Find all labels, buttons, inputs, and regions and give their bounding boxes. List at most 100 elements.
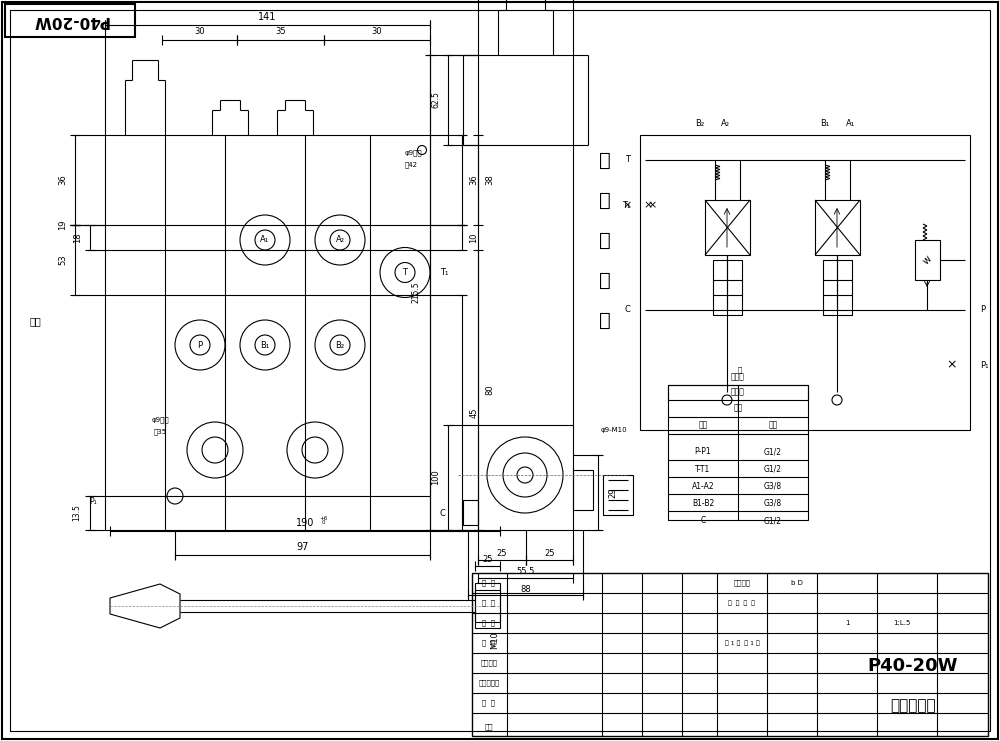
Text: 工艺核定: 工艺核定 bbox=[480, 659, 498, 666]
Bar bbox=[573, 470, 593, 510]
Bar bbox=[475, 590, 500, 622]
Text: 30: 30 bbox=[194, 27, 205, 36]
Text: 图  量  比  例: 图 量 比 例 bbox=[728, 600, 756, 606]
Text: 29: 29 bbox=[608, 488, 618, 498]
Text: 36: 36 bbox=[470, 175, 479, 185]
Text: 0: 0 bbox=[321, 520, 325, 525]
Text: B₂: B₂ bbox=[695, 119, 705, 127]
Text: B₂: B₂ bbox=[335, 341, 345, 350]
Text: 审  核: 审 核 bbox=[482, 700, 496, 706]
Text: C: C bbox=[700, 516, 706, 525]
Text: 制  图: 制 图 bbox=[482, 599, 496, 606]
Text: ×: × bbox=[947, 359, 957, 371]
Text: 25: 25 bbox=[544, 550, 554, 559]
Polygon shape bbox=[110, 584, 180, 628]
Bar bbox=[463, 500, 478, 525]
Text: 1:L.5: 1:L.5 bbox=[893, 620, 911, 626]
Text: G3/8: G3/8 bbox=[764, 482, 782, 491]
Text: A₁: A₁ bbox=[845, 119, 855, 127]
Bar bbox=[823, 260, 852, 315]
Text: 图样编号: 图样编号 bbox=[734, 579, 750, 586]
Bar bbox=[478, 55, 573, 530]
Text: 190: 190 bbox=[296, 518, 314, 528]
Text: C: C bbox=[440, 508, 446, 517]
Text: P₁: P₁ bbox=[89, 497, 97, 507]
Text: 原: 原 bbox=[599, 230, 611, 250]
Bar bbox=[915, 240, 940, 280]
Bar bbox=[5, 4, 135, 37]
Text: 接收规: 接收规 bbox=[731, 388, 745, 396]
Text: 二联多路阀: 二联多路阀 bbox=[890, 699, 936, 714]
Text: 25: 25 bbox=[482, 556, 493, 565]
Text: 压: 压 bbox=[599, 190, 611, 210]
Bar bbox=[668, 385, 808, 520]
Text: 215.5: 215.5 bbox=[412, 282, 420, 303]
Text: 高42: 高42 bbox=[405, 162, 418, 168]
Text: T₁: T₁ bbox=[440, 268, 448, 277]
Text: B₁: B₁ bbox=[260, 341, 270, 350]
Text: 100: 100 bbox=[432, 470, 440, 485]
Text: +6: +6 bbox=[319, 516, 327, 520]
Text: 标准化核定: 标准化核定 bbox=[478, 679, 500, 686]
Text: P: P bbox=[197, 341, 203, 350]
Text: φ9通孔: φ9通孔 bbox=[151, 416, 169, 423]
Text: A₂: A₂ bbox=[336, 236, 344, 245]
Text: G3/8: G3/8 bbox=[764, 499, 782, 508]
Bar bbox=[668, 385, 808, 400]
Text: 55.5: 55.5 bbox=[516, 568, 535, 576]
Text: 141: 141 bbox=[258, 12, 277, 22]
Text: T₁: T₁ bbox=[622, 201, 630, 210]
Text: φ9通孔: φ9通孔 bbox=[405, 150, 423, 156]
Text: 30: 30 bbox=[372, 27, 382, 36]
Text: P-P1: P-P1 bbox=[695, 448, 711, 456]
Bar bbox=[713, 260, 742, 315]
Text: B₁: B₁ bbox=[820, 119, 830, 127]
Text: 收  件: 收 件 bbox=[482, 639, 496, 646]
Text: 53: 53 bbox=[58, 255, 68, 265]
Text: 10: 10 bbox=[470, 232, 479, 243]
Text: T-T1: T-T1 bbox=[695, 465, 711, 473]
Text: B1-B2: B1-B2 bbox=[692, 499, 714, 508]
Text: 液: 液 bbox=[599, 150, 611, 170]
Text: ×: × bbox=[643, 200, 653, 210]
Bar bbox=[472, 573, 988, 736]
Text: 45: 45 bbox=[470, 408, 479, 418]
Text: A₂: A₂ bbox=[720, 119, 730, 127]
Text: 规格: 规格 bbox=[768, 421, 778, 430]
Text: C: C bbox=[624, 305, 630, 314]
Text: b D: b D bbox=[791, 580, 803, 586]
Text: 高35: 高35 bbox=[153, 429, 167, 435]
Text: 阀体: 阀体 bbox=[733, 404, 743, 413]
Text: A₁: A₁ bbox=[260, 236, 270, 245]
Text: A1-A2: A1-A2 bbox=[692, 482, 714, 491]
Bar bbox=[105, 135, 430, 530]
Text: 备注: 备注 bbox=[485, 724, 493, 731]
Text: 描  图: 描 图 bbox=[482, 619, 496, 626]
Text: 理: 理 bbox=[599, 270, 611, 290]
Text: φ9-M10: φ9-M10 bbox=[601, 427, 628, 433]
Bar bbox=[815, 200, 860, 255]
Text: 共 1 页  第 1 页: 共 1 页 第 1 页 bbox=[725, 640, 759, 646]
Text: 19: 19 bbox=[58, 220, 68, 230]
Text: P: P bbox=[980, 305, 985, 314]
Text: 62.5: 62.5 bbox=[432, 92, 440, 108]
Text: 备注: 备注 bbox=[29, 316, 41, 326]
Text: P40-20W: P40-20W bbox=[32, 13, 108, 28]
Text: 25: 25 bbox=[496, 550, 507, 559]
Bar bbox=[603, 475, 633, 515]
Text: 80: 80 bbox=[486, 385, 494, 395]
Text: 接收规: 接收规 bbox=[731, 373, 745, 382]
Text: 97: 97 bbox=[296, 542, 309, 552]
Text: ×: × bbox=[623, 200, 632, 210]
Text: 接口: 接口 bbox=[698, 421, 708, 430]
Bar bbox=[475, 583, 500, 628]
Text: P₁: P₁ bbox=[980, 361, 988, 370]
Text: G1/2: G1/2 bbox=[764, 448, 782, 456]
Text: G1/2: G1/2 bbox=[764, 516, 782, 525]
Text: T: T bbox=[625, 156, 630, 165]
Text: T: T bbox=[402, 268, 408, 277]
Text: w: w bbox=[921, 253, 933, 266]
Text: 1: 1 bbox=[845, 620, 849, 626]
Text: G1/2: G1/2 bbox=[764, 465, 782, 473]
Bar bbox=[640, 135, 970, 430]
